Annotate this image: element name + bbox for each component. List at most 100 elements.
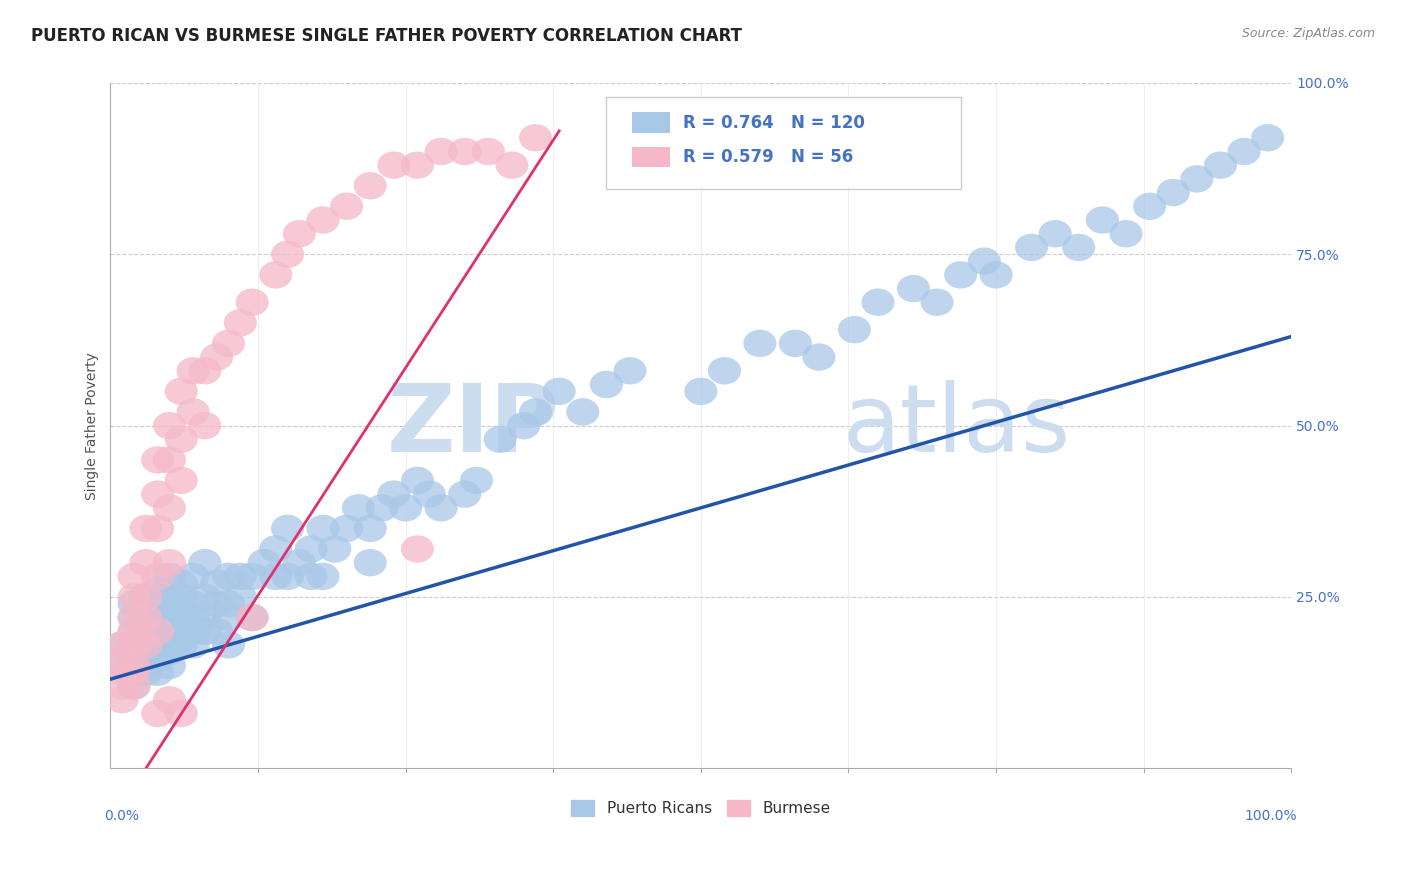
Ellipse shape [129,583,162,611]
Ellipse shape [1039,220,1071,247]
Ellipse shape [141,583,174,611]
Ellipse shape [212,604,245,632]
Ellipse shape [129,624,162,652]
Ellipse shape [105,673,139,699]
Ellipse shape [141,638,174,665]
Ellipse shape [200,591,233,617]
Ellipse shape [1180,165,1213,193]
Ellipse shape [803,343,835,371]
Ellipse shape [449,137,481,165]
Ellipse shape [401,152,434,179]
Ellipse shape [153,638,186,665]
Ellipse shape [330,515,363,542]
Ellipse shape [105,652,139,679]
Ellipse shape [200,569,233,597]
Ellipse shape [118,645,150,673]
Ellipse shape [153,494,186,522]
Ellipse shape [165,611,198,638]
Ellipse shape [129,652,162,679]
Text: R = 0.579   N = 56: R = 0.579 N = 56 [683,148,853,166]
Ellipse shape [153,632,186,658]
Ellipse shape [259,535,292,563]
Ellipse shape [105,686,139,714]
Text: 0.0%: 0.0% [104,809,139,823]
Ellipse shape [330,193,363,220]
Ellipse shape [377,152,411,179]
Text: 100.0%: 100.0% [1244,809,1298,823]
Ellipse shape [508,412,540,440]
Ellipse shape [495,152,529,179]
Ellipse shape [141,597,174,624]
Ellipse shape [129,617,162,645]
Text: ZIP: ZIP [387,380,560,472]
Ellipse shape [118,673,150,699]
Ellipse shape [425,137,457,165]
Ellipse shape [129,632,162,658]
Ellipse shape [200,617,233,645]
Ellipse shape [141,617,174,645]
Ellipse shape [129,658,162,686]
Ellipse shape [141,515,174,542]
FancyBboxPatch shape [633,112,671,133]
Ellipse shape [283,220,316,247]
Ellipse shape [141,611,174,638]
Ellipse shape [177,398,209,425]
Ellipse shape [118,658,150,686]
Ellipse shape [153,549,186,576]
Ellipse shape [141,446,174,474]
Ellipse shape [744,330,776,357]
Ellipse shape [212,591,245,617]
Ellipse shape [212,632,245,658]
Ellipse shape [1204,152,1237,179]
Ellipse shape [200,343,233,371]
Ellipse shape [366,494,398,522]
Ellipse shape [449,481,481,508]
Ellipse shape [224,583,257,611]
Ellipse shape [118,658,150,686]
Ellipse shape [129,645,162,673]
Ellipse shape [141,481,174,508]
Ellipse shape [283,549,316,576]
Ellipse shape [177,632,209,658]
Ellipse shape [129,597,162,624]
Ellipse shape [141,604,174,632]
Ellipse shape [118,583,150,611]
Ellipse shape [129,638,162,665]
Ellipse shape [165,624,198,652]
Y-axis label: Single Father Poverty: Single Father Poverty [86,351,100,500]
Ellipse shape [484,425,516,453]
Ellipse shape [236,563,269,591]
Ellipse shape [1133,193,1166,220]
Ellipse shape [118,591,150,617]
Ellipse shape [153,597,186,624]
Ellipse shape [188,357,221,384]
Ellipse shape [141,632,174,658]
Ellipse shape [129,604,162,632]
Ellipse shape [165,569,198,597]
Ellipse shape [153,412,186,440]
Ellipse shape [153,446,186,474]
Ellipse shape [779,330,811,357]
Ellipse shape [236,604,269,632]
Ellipse shape [188,617,221,645]
Ellipse shape [307,515,339,542]
Ellipse shape [271,563,304,591]
Ellipse shape [177,563,209,591]
Ellipse shape [118,673,150,699]
Ellipse shape [389,494,422,522]
Ellipse shape [307,563,339,591]
Ellipse shape [259,563,292,591]
Text: atlas: atlas [842,380,1071,472]
Ellipse shape [141,658,174,686]
Ellipse shape [519,124,553,152]
Ellipse shape [1015,234,1047,261]
Ellipse shape [259,261,292,288]
Ellipse shape [165,597,198,624]
Ellipse shape [118,604,150,632]
Ellipse shape [165,699,198,727]
Ellipse shape [543,377,575,405]
Ellipse shape [295,563,328,591]
Ellipse shape [1157,179,1189,206]
Ellipse shape [401,535,434,563]
Ellipse shape [271,515,304,542]
